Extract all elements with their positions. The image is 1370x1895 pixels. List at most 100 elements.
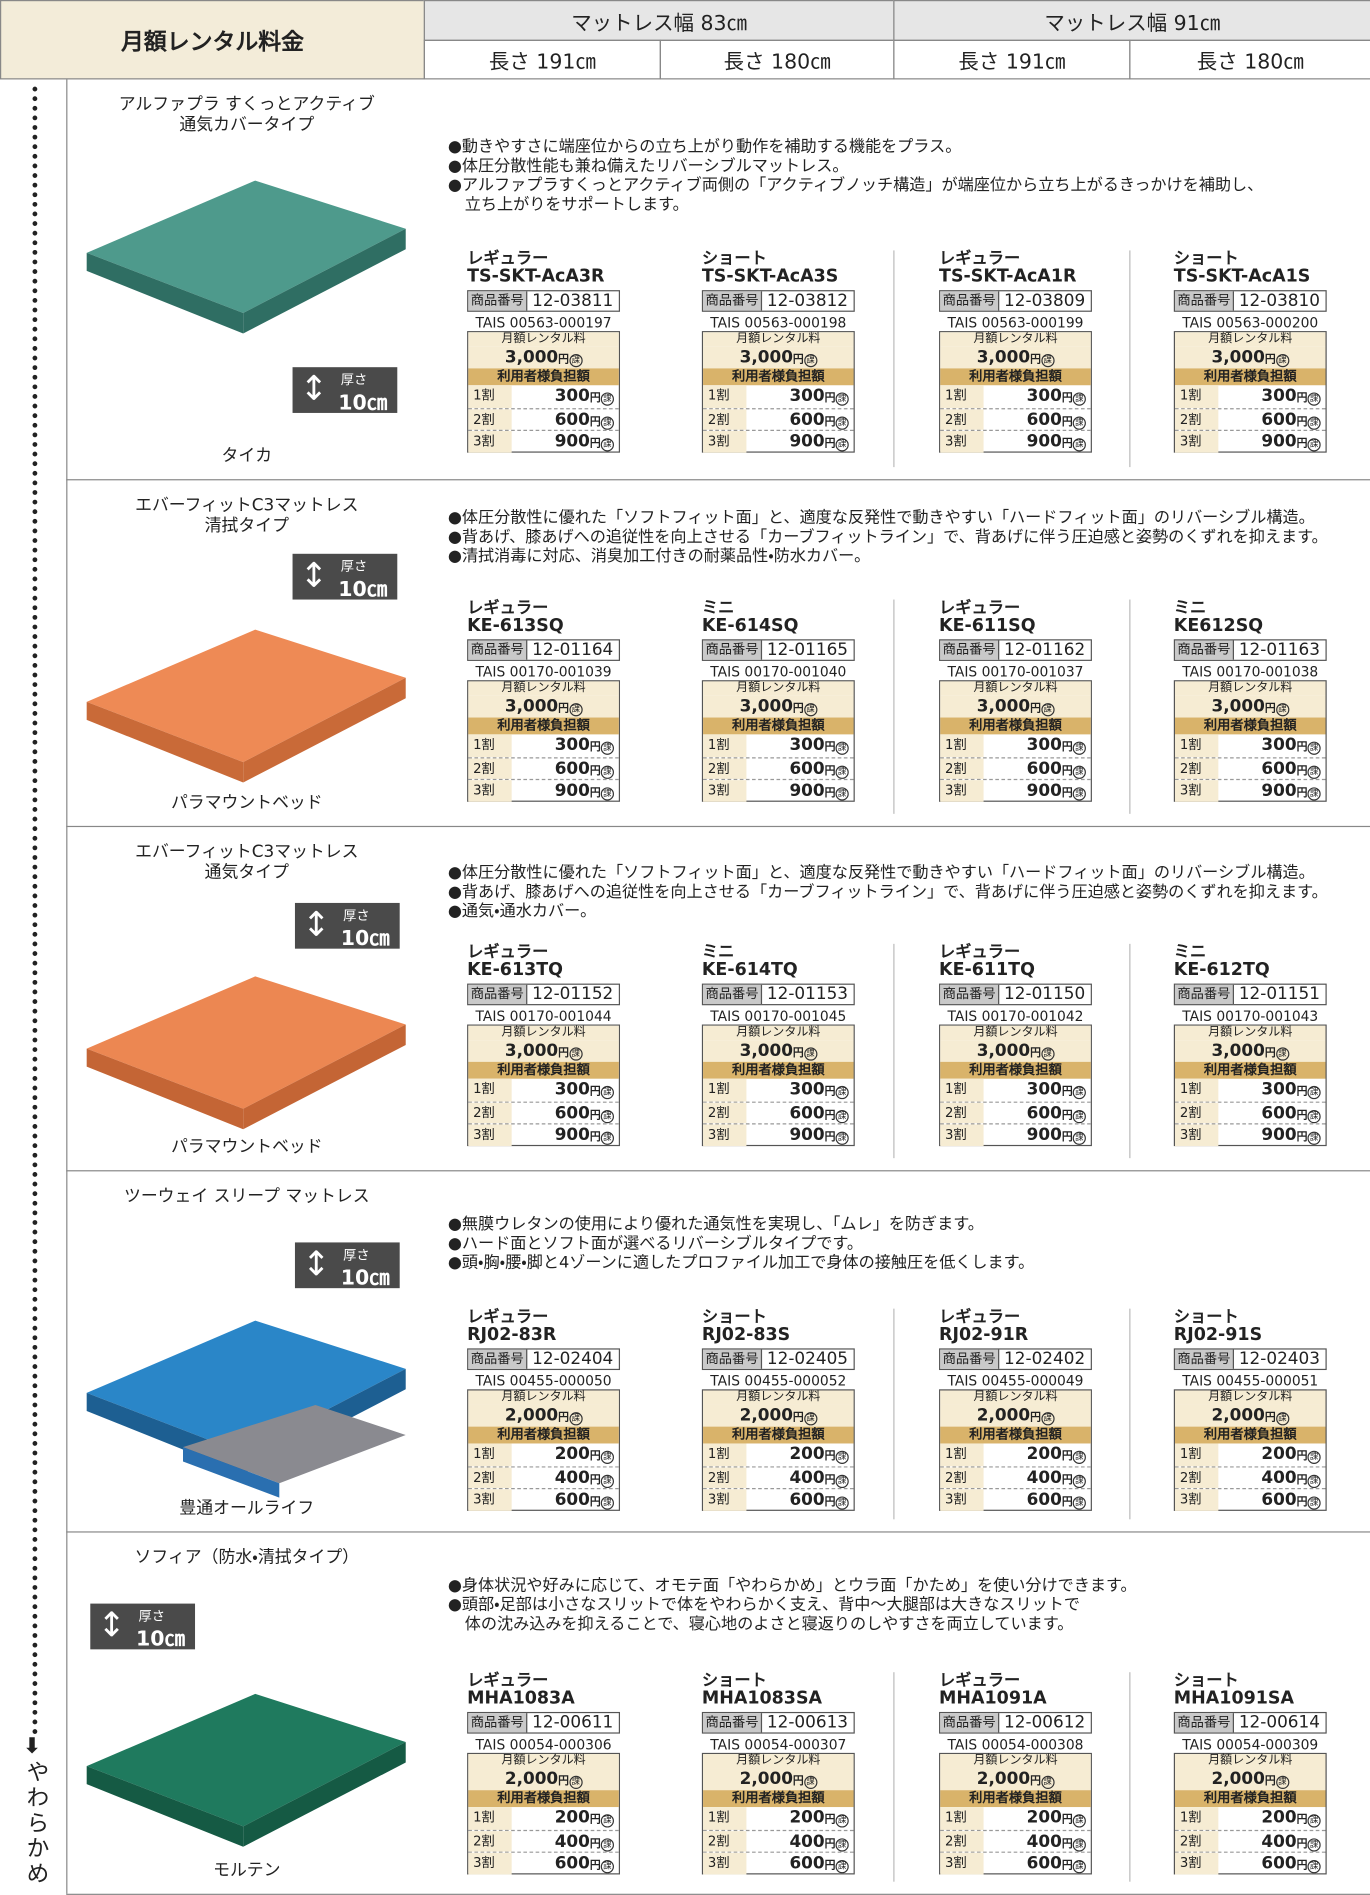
thickness-arrow: ↕ <box>299 554 329 595</box>
code-label: 商品番号 <box>703 1713 763 1733</box>
copay-cell: 400円課 <box>1027 1831 1086 1855</box>
tier: 3割 <box>1175 1489 1219 1511</box>
copay-cell: 900円課 <box>1261 431 1321 455</box>
copay-value: 600 <box>554 1490 590 1511</box>
rent-value: 2,000 <box>739 1769 793 1789</box>
tax-mark: 課 <box>600 765 614 779</box>
rent-value: 3,000 <box>504 347 559 368</box>
yen: 円 <box>824 1814 836 1827</box>
copay-cell: 300円課 <box>1261 1079 1321 1103</box>
yen: 円 <box>1061 416 1073 429</box>
model: MHA1091SA <box>1173 1689 1294 1709</box>
rent-value: 2,000 <box>976 1406 1031 1426</box>
copay-header: 利用者様負担額 <box>468 1790 619 1808</box>
code: 12-03812 <box>766 291 849 311</box>
bullet-line: ●動きやすさに端座位からの立ち上がり動作を補助する機能をプラス。 <box>447 138 962 157</box>
copay-row: 2割 600円課 <box>703 407 854 431</box>
rent-label: 月額レンタル料 <box>940 1025 1091 1041</box>
tax-mark: 課 <box>600 1837 614 1852</box>
tier: 1割 <box>703 734 747 757</box>
yen: 円 <box>589 787 601 800</box>
code: 12-01151 <box>1238 984 1320 1005</box>
thickness-label: 厚さ <box>340 372 368 388</box>
tax-mark: 課 <box>1040 1775 1055 1789</box>
yen: 円 <box>1296 1474 1308 1487</box>
product-name-line: エバーフィットC3マットレス <box>135 842 359 862</box>
tax-mark: 課 <box>803 353 818 368</box>
yen: 円 <box>589 1450 601 1463</box>
copay-cell: 300円課 <box>1261 734 1321 758</box>
copay-cell: 400円課 <box>555 1831 614 1855</box>
tais: TAIS 00455-000052 <box>710 1372 847 1390</box>
copay-row: 2割 600円課 <box>703 756 854 780</box>
copay-value: 300 <box>1261 735 1297 755</box>
copay-cell: 900円課 <box>555 781 614 805</box>
copay-value: 600 <box>1026 1854 1062 1874</box>
rent-value: 3,000 <box>739 347 793 368</box>
copay-row: 3割 600円課 <box>1175 1852 1326 1875</box>
rent-value: 2,000 <box>504 1769 559 1789</box>
tier: 2割 <box>1175 408 1219 431</box>
mattress-shape <box>86 976 406 1109</box>
rent-box: 月額レンタル料 2,000円課利用者様負担額 1割 200円課 2割 400円課 3割 600… <box>1173 1752 1327 1875</box>
yen: 円 <box>824 416 836 429</box>
copay-value: 200 <box>1261 1444 1297 1464</box>
copay-value: 600 <box>554 1103 590 1123</box>
copay-row: 3割 900円課 <box>703 430 854 453</box>
rent-label: 月額レンタル料 <box>468 1390 619 1405</box>
tax-mark: 課 <box>1307 438 1321 452</box>
copay-cell: 600円課 <box>1027 1853 1086 1877</box>
tax-mark: 課 <box>1072 1085 1086 1100</box>
rent-value: 3,000 <box>739 1041 793 1061</box>
maker: パラマウントベッド <box>170 793 323 813</box>
mattress-shape <box>86 180 406 314</box>
tax-mark: 課 <box>569 1775 583 1789</box>
code-label: 商品番号 <box>940 984 1000 1005</box>
model: TS-SKT-AcA1R <box>939 267 1077 287</box>
column-divider <box>1129 599 1131 814</box>
tier: 1割 <box>940 734 984 757</box>
copay-cell: 200円課 <box>1261 1807 1321 1831</box>
rent-box: 月額レンタル料 3,000円課利用者様負担額 1割 300円課 2割 600円課 3割 900… <box>701 331 855 453</box>
row-border <box>66 1170 1370 1172</box>
code: 12-00612 <box>1004 1713 1086 1733</box>
copay-value: 400 <box>789 1831 825 1852</box>
tais: TAIS 00563-000199 <box>947 314 1084 332</box>
tax-mark: 課 <box>569 703 583 717</box>
rent-label: 月額レンタル料 <box>1175 1754 1326 1769</box>
thickness-value: 10㎝ <box>338 577 388 602</box>
yen: 円 <box>1061 1132 1073 1145</box>
variant: ショート <box>701 1671 767 1691</box>
rent-label: 月額レンタル料 <box>468 1025 619 1041</box>
tier: 3割 <box>940 1489 984 1511</box>
tax-mark: 課 <box>1040 353 1055 368</box>
yen: 円 <box>558 703 570 716</box>
column-divider <box>1129 943 1131 1159</box>
copay-cell: 200円課 <box>555 1443 614 1467</box>
copay-value: 300 <box>1261 386 1297 406</box>
copay-header: 利用者様負担額 <box>703 368 854 386</box>
yen: 円 <box>792 353 804 366</box>
copay-row: 2割 400円課 <box>703 1829 854 1853</box>
rent-box: 月額レンタル料 2,000円課利用者様負担額 1割 200円課 2割 400円課 3割 600… <box>467 1389 621 1511</box>
variant: レギュラー <box>467 1307 549 1327</box>
copay-cell: 600円課 <box>789 1102 849 1126</box>
copay-value: 400 <box>1026 1831 1062 1852</box>
copay-cell: 900円課 <box>1027 431 1086 455</box>
tier: 2割 <box>703 1830 747 1853</box>
code-label: 商品番号 <box>703 291 763 311</box>
rent-label: 月額レンタル料 <box>703 332 854 347</box>
copay-row: 1割 300円課 <box>940 734 1090 757</box>
copay-row: 2割 600円課 <box>940 756 1091 780</box>
copay-cell: 400円課 <box>789 1467 849 1491</box>
copay-row: 1割 300円課 <box>940 1078 1090 1102</box>
tais: TAIS 00563-000200 <box>1182 314 1319 332</box>
code: 12-02403 <box>1238 1349 1320 1369</box>
model: TS-SKT-AcA3S <box>701 267 839 287</box>
yen: 円 <box>824 1109 836 1122</box>
yen: 円 <box>589 1837 601 1851</box>
tier: 2割 <box>1175 1467 1219 1489</box>
copay-value: 600 <box>789 759 825 779</box>
width-header: マットレス幅 83㎝ <box>423 0 895 41</box>
thickness-badge: ↕ 厚さ 10㎝ <box>292 553 398 602</box>
